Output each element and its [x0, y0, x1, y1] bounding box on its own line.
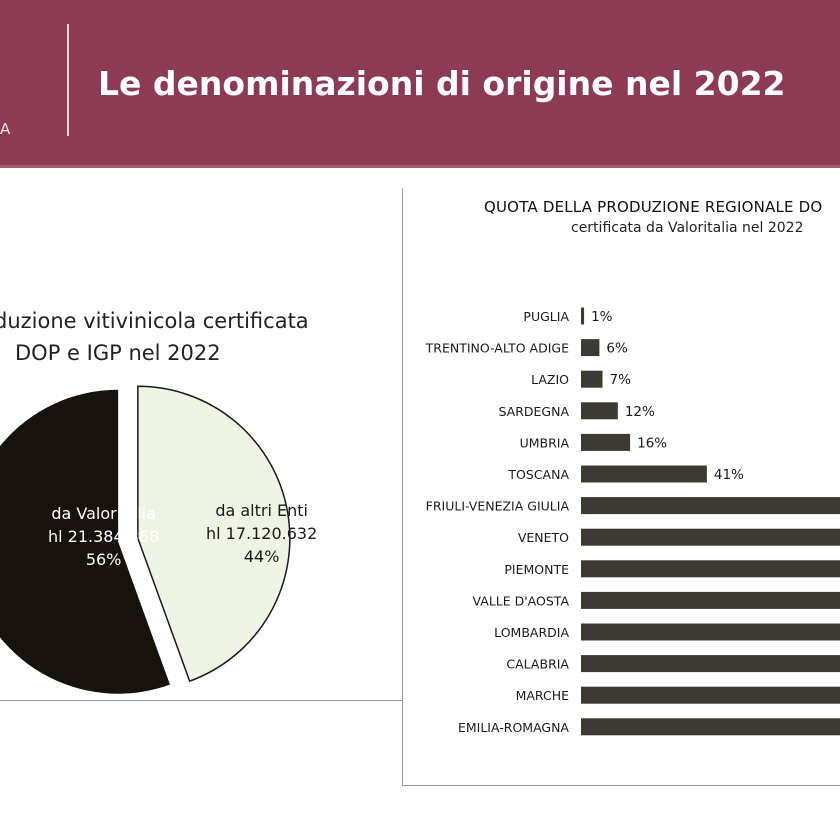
bar-friuli-venezia-giulia: [581, 497, 840, 515]
bar-emilia-romagna: [581, 718, 840, 736]
bar-lombardia: [581, 623, 840, 641]
pie-label-line: hl 21.384.368: [48, 527, 160, 546]
bar-category-label: TRENTINO-ALTO ADIGE: [425, 341, 569, 356]
pie-slice-altri-enti: [137, 385, 291, 683]
bar-puglia: [581, 307, 585, 325]
bar-sardegna: [581, 402, 618, 420]
bar-umbria: [581, 433, 631, 451]
page-title: Le denominazioni di origine nel 2022: [98, 64, 786, 103]
header-divider: [67, 24, 69, 136]
bar-marche: [581, 686, 840, 704]
header-band: [0, 0, 840, 165]
bar-veneto: [581, 528, 840, 546]
bar-category-label: CALABRIA: [506, 657, 569, 672]
bar-toscana: [581, 465, 707, 483]
bar-category-label: PIEMONTE: [504, 562, 569, 577]
pie-title-line-2: DOP e IGP nel 2022: [15, 341, 221, 365]
bar-trentino-alto-adige: [581, 339, 600, 357]
bar-value-label: 12%: [625, 404, 655, 420]
bar-lazio: [581, 370, 603, 388]
bar-valle-d-aosta: [581, 591, 840, 609]
header-strip: [0, 165, 840, 168]
pie-label-valoritalia: da Valoritalia hl 21.384.368 56%: [48, 502, 159, 571]
bar-category-label: EMILIA-ROMAGNA: [458, 720, 569, 735]
bar-category-label: MARCHE: [516, 688, 570, 703]
bar-piemonte: [581, 560, 840, 578]
pie-label-line: da Valoritalia: [51, 504, 156, 523]
pie-label-altri-enti: da altri Enti hl 17.120.632 44%: [206, 499, 317, 568]
bar-category-label: SARDEGNA: [498, 404, 569, 419]
bar-value-label: 41%: [714, 467, 744, 483]
pie-label-line: 56%: [85, 550, 122, 569]
bar-calabria: [581, 655, 840, 673]
bar-category-label: VALLE D'AOSTA: [473, 593, 570, 608]
bar-chart-subtitle: certificata da Valoritalia nel 2022: [571, 220, 804, 236]
pie-label-line: hl 17.120.632: [206, 524, 318, 543]
pie-label-line: da altri Enti: [215, 501, 308, 520]
bar-value-label: 1%: [591, 309, 613, 325]
bar-value-label: 6%: [606, 341, 628, 357]
panel-divider-left: [0, 700, 402, 701]
bar-category-label: TOSCANA: [507, 467, 569, 482]
pie-slice-valoritalia: [0, 389, 170, 694]
bar-category-label: UMBRIA: [520, 435, 570, 450]
bar-category-label: VENETO: [518, 530, 569, 545]
panel-divider-vertical: [402, 188, 403, 786]
bar-category-label: PUGLIA: [523, 309, 569, 324]
pie-label-line: 44%: [243, 547, 280, 566]
brand-fragment: A: [0, 120, 12, 138]
bar-chart-title: QUOTA DELLA PRODUZIONE REGIONALE DO: [484, 198, 823, 216]
bar-category-label: LOMBARDIA: [494, 625, 569, 640]
bar-value-label: 16%: [637, 435, 667, 451]
bar-value-label: 7%: [609, 372, 631, 388]
bar-category-label: LAZIO: [531, 372, 569, 387]
panel-divider-bottom: [402, 785, 840, 786]
pie-title-line-1: duzione vitivinicola certificata: [0, 309, 309, 333]
bar-category-label: FRIULI-VENEZIA GIULIA: [426, 499, 570, 514]
